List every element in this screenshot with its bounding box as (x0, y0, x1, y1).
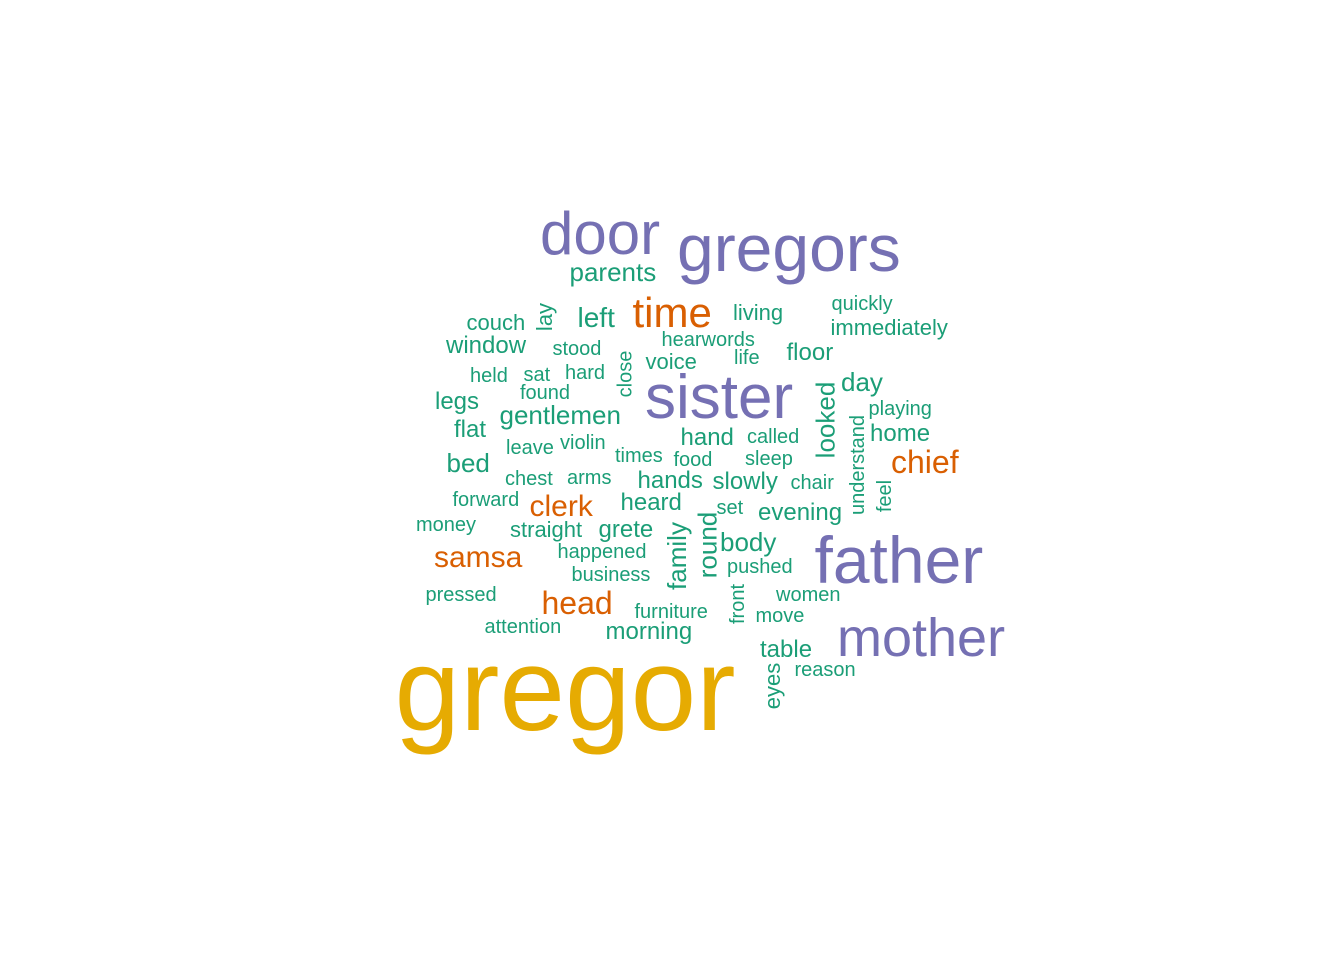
word-evening: evening (758, 499, 843, 526)
word-hard: hard (565, 362, 606, 384)
word-table: table (760, 636, 813, 663)
word-floor: floor (786, 339, 834, 366)
word-flat: flat (454, 416, 487, 443)
word-straight: straight (510, 517, 583, 542)
word-business: business (571, 564, 651, 586)
word-chief: chief (891, 444, 959, 480)
word-grete: grete (598, 516, 654, 543)
word-forward: forward (452, 489, 520, 511)
word-found: found (520, 382, 571, 404)
word-gregor: gregor (394, 624, 736, 756)
word-times: times (615, 445, 663, 467)
word-immediately: immediately (830, 315, 948, 340)
word-quickly: quickly (831, 293, 893, 315)
word-food: food (673, 449, 713, 471)
word-morning: morning (605, 618, 693, 645)
word-happened: happened (557, 541, 647, 563)
word-hearwords: hearwords (661, 329, 755, 351)
word-bed: bed (446, 448, 490, 478)
word-playing: playing (868, 398, 932, 420)
word-head: head (541, 585, 613, 621)
word-parents: parents (569, 257, 657, 287)
word-chair: chair (790, 472, 834, 494)
word-leave: leave (506, 437, 554, 459)
word-couch: couch (466, 310, 526, 335)
word-left: left (577, 302, 615, 333)
word-heard: heard (620, 489, 682, 516)
word-money: money (416, 514, 477, 536)
word-sleep: sleep (745, 448, 793, 470)
word-father: father (814, 523, 984, 597)
word-door: door (540, 200, 661, 267)
word-home: home (870, 420, 931, 447)
word-set: set (716, 497, 744, 519)
word-samsa: samsa (434, 541, 523, 574)
word-eyes: eyes (760, 662, 786, 710)
word-close: close (613, 350, 636, 398)
word-violin: violin (560, 432, 606, 454)
word-pushed: pushed (727, 556, 793, 578)
word-window: window (446, 332, 527, 359)
word-hands: hands (637, 467, 703, 494)
word-living: living (733, 300, 784, 325)
word-reason: reason (794, 659, 856, 681)
word-time: time (632, 289, 712, 336)
word-clerk: clerk (529, 490, 593, 523)
word-sat: sat (523, 364, 551, 386)
word-furniture: furniture (634, 601, 708, 623)
word-round: round (691, 511, 722, 579)
word-held: held (470, 365, 508, 387)
word-stood: stood (552, 338, 602, 360)
word-understand: understand (847, 414, 870, 516)
word-sister: sister (645, 363, 794, 432)
word-feel: feel (874, 479, 897, 513)
word-body: body (720, 527, 777, 557)
word-day: day (841, 367, 883, 397)
word-attention: attention (484, 616, 562, 638)
word-move: move (755, 605, 805, 627)
word-voice: voice (645, 349, 697, 374)
word-arms: arms (567, 467, 612, 489)
word-looked: looked (809, 381, 840, 459)
word-family: family (661, 522, 692, 590)
word-hand: hand (680, 424, 734, 451)
word-women: women (776, 584, 841, 606)
word-called: called (747, 426, 800, 448)
word-gentlemen: gentlemen (499, 400, 621, 430)
word-slowly: slowly (712, 468, 778, 495)
word-life: life (734, 347, 760, 369)
word-pressed: pressed (425, 584, 497, 606)
word-lay: lay (532, 302, 558, 332)
word-legs: legs (435, 388, 480, 415)
word-front: front (727, 583, 750, 625)
word-chest: chest (505, 468, 553, 490)
word-mother: mother (837, 608, 1006, 668)
word-gregors: gregors (677, 211, 901, 285)
